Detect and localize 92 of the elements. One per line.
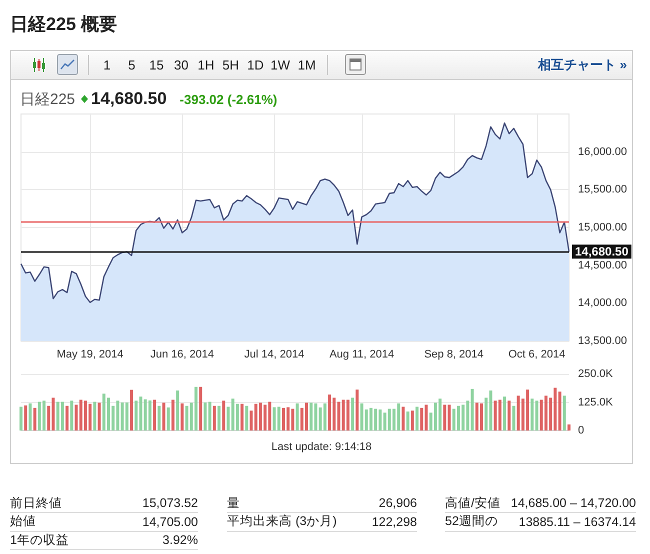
- bar: [328, 394, 332, 430]
- text: 平均出来高 (3か月): [227, 513, 337, 530]
- bar: [530, 398, 534, 430]
- bar: [240, 404, 244, 430]
- text: 日経225 概要: [10, 13, 118, 35]
- text: Last update: 9:14:18: [270, 440, 373, 454]
- bar: [176, 390, 180, 430]
- bar: [158, 406, 161, 430]
- y-tick-label: 15,000.00: [578, 222, 627, 234]
- bar: [66, 406, 69, 430]
- bar: [508, 400, 511, 430]
- bar: [416, 406, 419, 430]
- text: 14,680.50: [91, 89, 167, 109]
- text: 26,906: [378, 496, 417, 510]
- text: 1 5 15 30 1H 5H 1D 1W 1M: [103, 58, 316, 72]
- text: -393.02 (-2.61%): [180, 92, 278, 106]
- bar: [194, 386, 198, 430]
- bar: [199, 386, 202, 430]
- bar: [166, 407, 170, 430]
- bar: [277, 406, 280, 430]
- bar: [208, 402, 212, 430]
- y-tick-label: 15,500.00: [578, 184, 627, 196]
- bar: [171, 400, 174, 430]
- bar: [125, 402, 128, 430]
- bar: [28, 403, 32, 430]
- bar: [296, 403, 299, 430]
- bar: [60, 402, 64, 430]
- bar: [323, 403, 326, 430]
- bar: [204, 402, 207, 430]
- bar: [218, 406, 221, 430]
- text: 13885.11 – 16374.14: [518, 514, 636, 529]
- x-tick-label: May 19, 2014: [56, 348, 124, 360]
- text: 量: [227, 494, 240, 512]
- bar: [498, 400, 502, 430]
- bar: [70, 400, 74, 430]
- bar: [153, 400, 156, 430]
- bar: [98, 402, 101, 430]
- bar: [162, 402, 166, 430]
- bar: [512, 406, 516, 430]
- text: 3.92%: [162, 533, 198, 548]
- text: 14,705.00: [142, 514, 198, 529]
- bar: [448, 404, 451, 430]
- bar: [351, 398, 354, 430]
- text: 高値/安値: [445, 494, 500, 512]
- y-tick-label: 0: [578, 424, 584, 436]
- bar: [180, 403, 184, 430]
- bar: [410, 410, 414, 430]
- bar: [310, 402, 313, 430]
- text: 前日終値: [10, 494, 62, 512]
- bar: [222, 400, 226, 430]
- ref-line-label: 14,680.50: [575, 244, 629, 259]
- y-tick-label: 125.0K: [578, 396, 614, 408]
- y-tick-label: 14,500.00: [578, 259, 627, 272]
- x-tick-label: Jun 16, 2014: [150, 348, 214, 360]
- bar: [20, 406, 22, 430]
- bar: [226, 406, 230, 430]
- bar: [148, 400, 152, 430]
- bar: [93, 402, 96, 430]
- text: 14,685.00 – 14,720.00: [510, 496, 636, 510]
- text: 52週間の: [445, 513, 498, 530]
- bar: [470, 388, 474, 430]
- y-tick-label: 250.0K: [578, 368, 614, 380]
- bar: [535, 400, 538, 430]
- bar: [558, 392, 562, 430]
- text: 122,298: [372, 514, 417, 529]
- y-tick-label: 14,000.00: [578, 297, 627, 310]
- text: 相互チャート »: [538, 56, 627, 73]
- bar: [402, 406, 405, 430]
- text: 始値: [10, 513, 36, 530]
- chart-title: 日経225: [20, 90, 76, 108]
- text: 15,073.52: [142, 496, 198, 510]
- y-tick-label: 13,500.00: [578, 335, 627, 347]
- x-tick-label: Aug 11, 2014: [329, 348, 394, 360]
- bar: [212, 406, 216, 430]
- y-tick-label: 16,000.00: [578, 146, 627, 158]
- bar: [406, 412, 410, 430]
- x-tick-label: Jul 14, 2014: [244, 348, 304, 360]
- x-tick-label: Sep 8, 2014: [424, 348, 484, 360]
- bar: [134, 400, 138, 430]
- bar: [130, 390, 134, 430]
- bar: [24, 405, 28, 430]
- bar: [443, 404, 446, 430]
- bar: [245, 406, 248, 430]
- text: 1年の収益: [10, 532, 69, 549]
- x-tick-label: Oct 6, 2014: [508, 348, 566, 360]
- bar: [346, 400, 350, 430]
- bar: [568, 424, 570, 430]
- bar: [33, 408, 36, 430]
- bar: [562, 396, 566, 430]
- bar: [420, 408, 424, 430]
- bar: [356, 390, 359, 430]
- bar: [503, 396, 506, 430]
